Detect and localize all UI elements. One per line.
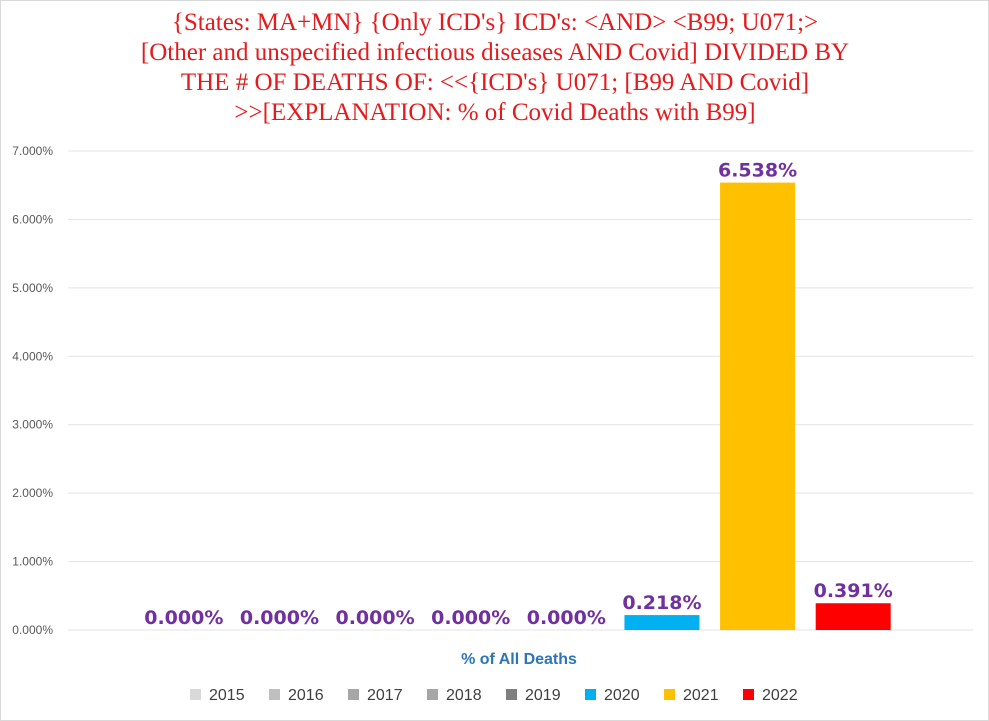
bar-2021: [720, 182, 796, 630]
data-label-2022: 0.391%: [814, 580, 893, 602]
legend-swatch-2016: [269, 689, 280, 700]
legend-label-2018: 2018: [446, 687, 482, 704]
y-tick-label: 7.000%: [12, 144, 53, 158]
legend-swatch-2022: [743, 689, 754, 700]
legend-swatch-2018: [427, 689, 438, 700]
y-tick-label: 2.000%: [12, 486, 53, 500]
data-label-2019: 0.000%: [527, 607, 606, 629]
legend-swatch-2019: [506, 689, 517, 700]
legend-label-2015: 2015: [209, 687, 245, 704]
legend-swatch-2015: [190, 689, 201, 700]
data-label-2020: 0.218%: [622, 592, 701, 614]
bars: [624, 182, 891, 630]
y-tick-label: 0.000%: [12, 623, 53, 637]
legend-label-2017: 2017: [367, 687, 403, 704]
data-label-2021: 6.538%: [718, 160, 797, 182]
data-labels: 0.000% 0.000% 0.000% 0.000% 0.000% 0.218% 6.53…: [144, 160, 893, 629]
y-tick-label: 1.000%: [12, 555, 53, 569]
gridlines: [68, 150, 973, 631]
legend: 2015 2016 2017 2018 2019 2020 2021 2022: [190, 687, 798, 704]
legend-swatch-2017: [348, 689, 359, 700]
y-tick-label: 6.000%: [12, 212, 53, 226]
x-axis-label: % of All Deaths: [461, 651, 577, 668]
data-label-2015: 0.000%: [144, 607, 223, 629]
bar-2020: [624, 615, 700, 630]
data-label-2016: 0.000%: [240, 607, 319, 629]
chart-title: {States: MA+MN} {Only ICD's} ICD's: <AND…: [140, 9, 850, 126]
legend-label-2016: 2016: [288, 687, 324, 704]
legend-swatch-2021: [664, 689, 675, 700]
y-tick-label: 4.000%: [12, 349, 53, 363]
legend-label-2022: 2022: [762, 687, 798, 704]
y-tick-label: 5.000%: [12, 281, 53, 295]
data-label-2018: 0.000%: [431, 607, 510, 629]
y-tick-label: 3.000%: [12, 418, 53, 432]
legend-label-2019: 2019: [525, 687, 561, 704]
legend-swatch-2020: [585, 689, 596, 700]
legend-label-2021: 2021: [683, 687, 719, 704]
legend-label-2020: 2020: [604, 687, 640, 704]
data-label-2017: 0.000%: [335, 607, 414, 629]
y-axis-tick-labels: 0.000% 1.000% 2.000% 3.000% 4.000% 5.000% 6.00…: [12, 144, 53, 637]
bar-2022: [815, 603, 891, 630]
